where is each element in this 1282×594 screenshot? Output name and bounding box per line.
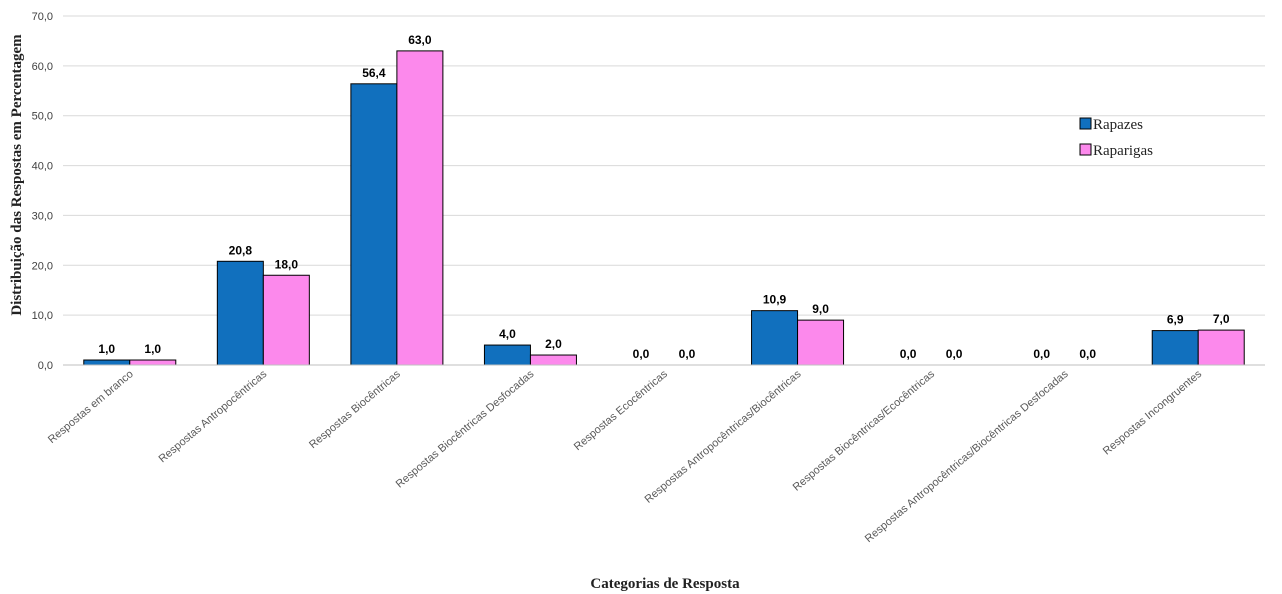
- data-label: 0,0: [679, 347, 696, 361]
- y-tick-label: 50,0: [32, 111, 53, 123]
- data-label: 63,0: [408, 33, 432, 47]
- data-labels: 1,0 1,0 20,8 18,0 56,4 63,0 4,0 2,0 0,0 0,0 10,9 9,…: [98, 33, 1229, 361]
- bar-rapazes: [1151, 330, 1199, 366]
- legend-label-raparigas: Raparigas: [1093, 143, 1153, 159]
- bar-rapazes: [350, 83, 398, 366]
- data-label: 10,9: [763, 293, 787, 307]
- y-axis-ticks: 0,0 10,0 20,0 30,0 40,0 50,0 60,0 70,0: [32, 11, 53, 372]
- data-label: 1,0: [144, 342, 161, 356]
- bar-rapazes: [483, 344, 531, 366]
- x-axis-title: Categorias de Resposta: [590, 576, 740, 592]
- bar-rapazes: [751, 310, 799, 366]
- data-label: 0,0: [1033, 347, 1050, 361]
- bar-raparigas: [797, 319, 845, 366]
- bars: [83, 50, 1245, 366]
- data-label: 0,0: [633, 347, 650, 361]
- x-category-label: Respostas em branco: [46, 368, 136, 446]
- legend: Rapazes Raparigas: [1079, 117, 1153, 159]
- bar-rapazes: [216, 260, 264, 366]
- data-label: 0,0: [946, 347, 963, 361]
- data-label: 18,0: [275, 257, 299, 271]
- legend-swatch-rapazes: [1079, 117, 1092, 130]
- x-category-label: Respostas Incongruentes: [1101, 368, 1205, 458]
- data-label: 20,8: [229, 243, 253, 257]
- y-tick-label: 60,0: [32, 61, 53, 73]
- y-tick-label: 70,0: [32, 11, 53, 23]
- bar-raparigas: [262, 274, 310, 366]
- y-axis-title: Distribuição das Respostas em Percentage…: [9, 34, 25, 316]
- x-category-label: Respostas Ecocêntricas: [572, 368, 670, 453]
- bar-raparigas: [129, 359, 177, 366]
- data-label: 4,0: [499, 327, 516, 341]
- bar-raparigas: [1197, 329, 1245, 366]
- bar-rapazes: [83, 359, 131, 366]
- x-category-label: Respostas Biocêntricas: [307, 368, 403, 451]
- bar-raparigas: [529, 354, 577, 366]
- data-label: 0,0: [900, 347, 917, 361]
- x-category-label: Respostas Biocêntricas/Ecocêntricas: [791, 368, 938, 494]
- data-label: 7,0: [1213, 312, 1230, 326]
- data-label: 9,0: [812, 302, 829, 316]
- y-tick-label: 20,0: [32, 260, 53, 272]
- x-category-label: Respostas Antropocêntricas/Biocêntricas …: [863, 368, 1071, 545]
- y-tick-label: 10,0: [32, 310, 53, 322]
- legend-swatch-raparigas: [1079, 143, 1092, 156]
- y-tick-label: 40,0: [32, 161, 53, 173]
- data-label: 2,0: [545, 337, 562, 351]
- x-axis-category-labels: Respostas em branco Respostas Antropocênt…: [46, 368, 1205, 545]
- x-category-label: Respostas Antropocêntricas: [157, 368, 270, 466]
- y-tick-label: 0,0: [38, 360, 53, 372]
- y-tick-label: 30,0: [32, 210, 53, 222]
- data-label: 56,4: [362, 66, 386, 80]
- data-label: 1,0: [98, 342, 115, 356]
- x-category-label: Respostas Biocêntricas Desfocadas: [394, 368, 537, 491]
- data-label: 0,0: [1079, 347, 1096, 361]
- x-category-label: Respostas Antropocêntricas/Biocêntricas: [643, 368, 804, 506]
- data-label: 6,9: [1167, 313, 1184, 327]
- legend-label-rapazes: Rapazes: [1093, 117, 1143, 133]
- bar-raparigas: [396, 50, 444, 366]
